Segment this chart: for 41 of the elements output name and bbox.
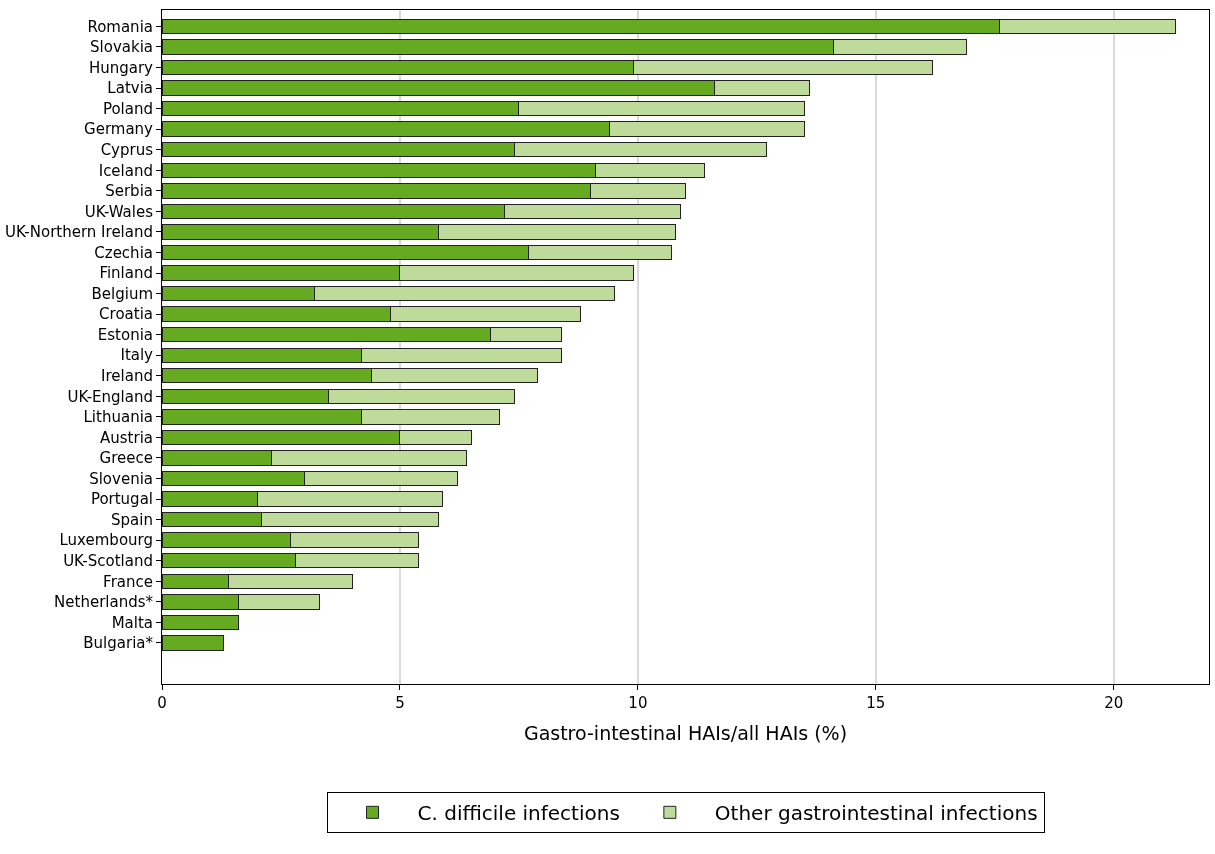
y-tick-label: UK-Wales [84, 202, 154, 221]
y-tick-label: Czechia [94, 243, 153, 262]
y-tick-label: Bulgaria* [83, 634, 154, 653]
y-tick-label: Belgium [91, 284, 153, 303]
y-tick-label: Slovakia [90, 38, 153, 57]
y-tick-label: Poland [102, 99, 153, 118]
y-tick-label: France [103, 572, 153, 591]
legend-label: Other gastrointestinal infections [714, 801, 1038, 826]
y-tick-label: Cyprus [100, 140, 154, 159]
x-tick-label: 15 [866, 694, 886, 712]
y-tick-label: Portugal [90, 490, 153, 509]
y-tick-label: Spain [111, 510, 153, 529]
bar [162, 614, 239, 631]
y-tick-label: Luxembourg [59, 531, 153, 550]
y-tick-label: Finland [99, 264, 153, 283]
y-tick-label: Estonia [97, 325, 153, 344]
bar [162, 635, 225, 651]
y-tick-label: Germany [84, 120, 154, 139]
y-tick-label: Croatia [99, 305, 153, 324]
y-tick-label: Hungary [88, 58, 154, 77]
y-tick-label: UK-Northern Ireland [5, 223, 153, 242]
y-tick-label: Malta [111, 613, 153, 632]
x-tick-label: 10 [628, 694, 648, 712]
y-tick-label: Austria [100, 428, 153, 447]
y-tick-label: Iceland [98, 161, 153, 180]
y-tick-label: Ireland [101, 367, 153, 386]
x-axis-title: Gastro-intestinal HAIs/all HAIs (%) [523, 721, 848, 744]
y-tick-label: Greece [99, 449, 153, 468]
x-tick-label: 5 [395, 694, 405, 712]
y-tick-label: UK-Scotland [63, 551, 153, 570]
y-tick-label: Lithuania [83, 408, 153, 427]
legend-label: C. difficile infections [417, 801, 620, 826]
y-tick-label: Italy [120, 346, 154, 365]
y-tick-label: UK-England [67, 387, 153, 406]
x-tick-label: 0 [157, 694, 167, 712]
y-tick-label: Slovenia [89, 469, 153, 488]
x-tick-label: 20 [1104, 694, 1124, 712]
y-tick-label: Romania [87, 17, 153, 36]
y-tick-label: Netherlands* [54, 593, 154, 612]
y-tick-label: Latvia [107, 79, 153, 98]
y-tick-label: Serbia [105, 182, 153, 201]
